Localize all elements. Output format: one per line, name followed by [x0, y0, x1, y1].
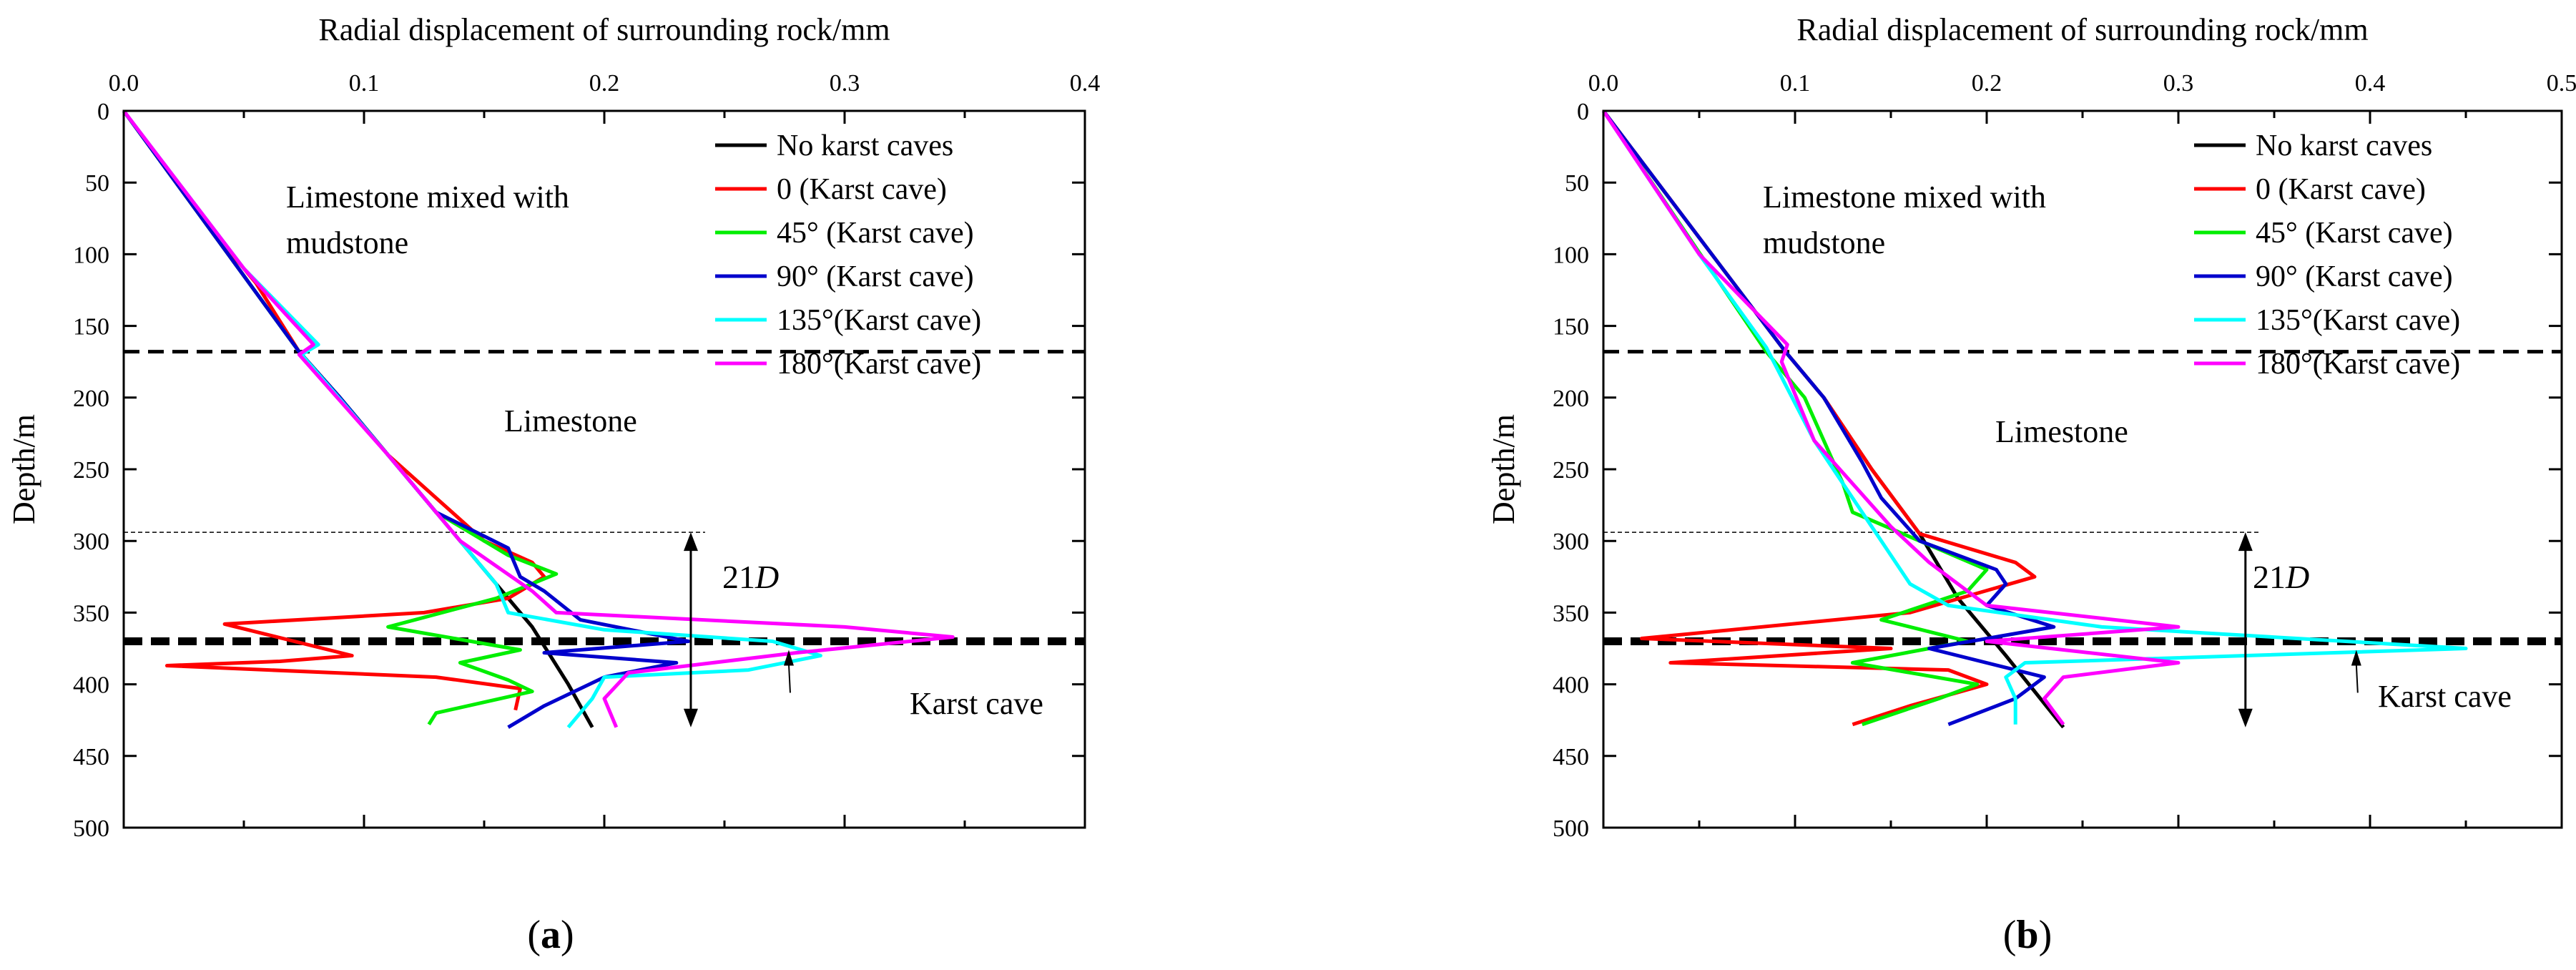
legend-label: 180°(Karst cave): [2256, 348, 2460, 381]
span-label-b: 21: [2253, 559, 2286, 595]
y-tick-label: 300: [73, 529, 109, 555]
x-tick-label: 0.2: [589, 70, 620, 97]
annotation-layer-top-2-a: mudstone: [286, 225, 408, 260]
y-tick-label: 350: [73, 600, 109, 627]
y-tick-label: 250: [73, 457, 109, 484]
series-layer-a: [122, 109, 955, 729]
span-label-italic-a: D: [754, 559, 779, 595]
legend-b: No karst caves 0 (Karst cave) 45° (Karst c…: [2194, 129, 2460, 381]
y-axis-title-b: Depth/m: [1486, 414, 1521, 524]
annotation-limestone-a: Limestone: [504, 403, 637, 439]
x-tick-label: 0.2: [1972, 70, 2002, 97]
y-tick-label: 400: [73, 672, 109, 699]
panel-label-b: (b): [2003, 913, 2052, 957]
axis-ticks-b: 0.0 0.1 0.2 0.3 0.4 0.5 0 50 100 150 200 250 300 350 4…: [1553, 70, 2576, 842]
legend-label: 135°(Karst cave): [2256, 304, 2460, 337]
annotation-layer-top-b: Limestone mixed with: [1763, 180, 2046, 215]
y-tick-label: 50: [1565, 170, 1589, 197]
x-tick-label: 0.1: [1780, 70, 1811, 97]
series-line-3: [1602, 109, 2056, 727]
x-tick-label: 0.5: [2547, 70, 2576, 97]
legend-label: 45° (Karst cave): [777, 217, 974, 250]
axis-ticks-a: 0.0 0.1 0.2 0.3 0.4 0 50 100 150 200 250 300 350 400 4…: [73, 70, 1100, 842]
panel-label-letter-b: b: [2016, 913, 2038, 957]
y-axis-title-a: Depth/m: [6, 414, 41, 524]
cave-arrow-head: [2351, 650, 2361, 666]
span-annotation-b: 21D: [2238, 532, 2309, 728]
legend-label: 135°(Karst cave): [777, 304, 981, 337]
chart-panel-a: Radial displacement of surrounding rock/…: [6, 12, 1100, 957]
y-tick-label: 0: [1577, 99, 1589, 125]
y-tick-label: 450: [1553, 744, 1589, 770]
y-tick-label: 150: [73, 314, 109, 341]
span-arrow-head-up: [2238, 532, 2253, 552]
legend-a: No karst caves 0 (Karst cave) 45° (Karst c…: [715, 129, 981, 381]
svg-text:21D: 21D: [722, 559, 779, 595]
panel-label-a: (a): [527, 913, 574, 957]
series-line-5: [122, 109, 955, 728]
x-tick-label: 0.3: [2163, 70, 2194, 97]
panel-label-letter-a: a: [541, 913, 561, 957]
x-tick-label: 0.1: [349, 70, 380, 97]
x-tick-label: 0.0: [1588, 70, 1619, 97]
y-tick-label: 300: [1553, 529, 1589, 555]
reference-lines-a: [124, 350, 1085, 645]
y-tick-label: 450: [73, 744, 109, 770]
cave-annotation-b: Karst cave: [2351, 650, 2512, 714]
series-line-4: [1601, 109, 2468, 725]
y-tick-label: 350: [1553, 600, 1589, 627]
series-line-2: [1601, 109, 1989, 727]
legend-label: 90° (Karst cave): [2256, 260, 2453, 293]
span-arrow-head-down: [2238, 708, 2253, 728]
chart-panel-b: Radial displacement of surrounding rock/…: [1486, 12, 2576, 957]
legend-label: 45° (Karst cave): [2256, 217, 2453, 250]
x-tick-label: 0.0: [109, 70, 139, 97]
y-tick-label: 500: [73, 815, 109, 842]
span-label-italic-b: D: [2285, 559, 2309, 595]
y-tick-label: 250: [1553, 457, 1589, 484]
x-tick-label: 0.4: [2355, 70, 2386, 97]
svg-text:21D: 21D: [2253, 559, 2309, 595]
span-arrow-head-up: [683, 532, 698, 552]
y-tick-label: 0: [97, 99, 109, 125]
annotation-layer-top-a: Limestone mixed with: [286, 180, 569, 215]
y-tick-label: 400: [1553, 672, 1589, 699]
span-label-a: 21: [722, 559, 755, 595]
x-tick-label: 0.4: [1070, 70, 1101, 97]
legend-label: 0 (Karst cave): [2256, 173, 2426, 206]
annotation-layer-top-2-b: mudstone: [1763, 225, 1885, 260]
y-tick-label: 100: [73, 242, 109, 268]
cave-annotation-a: Karst cave: [783, 650, 1043, 721]
y-tick-label: 200: [73, 386, 109, 412]
legend-label: 0 (Karst cave): [777, 173, 947, 206]
x-axis-title-b: Radial displacement of surrounding rock/…: [1796, 12, 2368, 47]
x-tick-label: 0.3: [830, 70, 860, 97]
span-annotation-a: 21D: [683, 532, 779, 728]
cave-label-b: Karst cave: [2378, 679, 2512, 714]
y-tick-label: 500: [1553, 815, 1589, 842]
y-tick-label: 200: [1553, 386, 1589, 412]
cave-arrow-shaft: [2355, 664, 2359, 693]
legend-label: No karst caves: [2256, 129, 2432, 162]
x-axis-title-a: Radial displacement of surrounding rock/…: [318, 12, 890, 47]
legend-label: 180°(Karst cave): [777, 348, 981, 381]
span-arrow-head-down: [683, 708, 698, 728]
cave-label-a: Karst cave: [910, 686, 1043, 721]
annotation-limestone-b: Limestone: [1995, 414, 2128, 449]
reference-lines-b: [1603, 350, 2562, 645]
series-line-5: [1601, 109, 2181, 726]
series-line-4: [122, 109, 822, 729]
cave-arrow-shaft: [787, 664, 791, 693]
legend-label: No karst caves: [777, 129, 953, 162]
y-tick-label: 100: [1553, 242, 1589, 268]
series-layer-b: [1601, 109, 2468, 729]
y-tick-label: 50: [85, 170, 109, 197]
legend-label: 90° (Karst cave): [777, 260, 974, 293]
y-tick-label: 150: [1553, 314, 1589, 341]
cave-arrow-head: [783, 650, 794, 666]
